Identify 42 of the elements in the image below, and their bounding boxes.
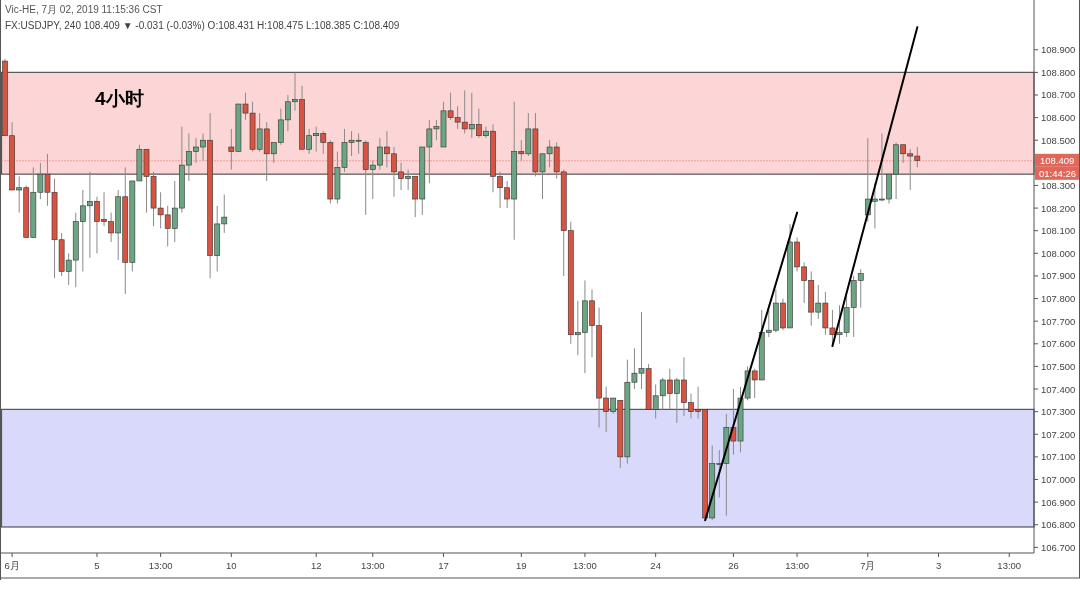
y-tick-label: 108.300 <box>1041 179 1076 191</box>
y-tick-label: 106.900 <box>1041 496 1076 508</box>
y-tick-label: 107.400 <box>1041 383 1076 395</box>
x-tick-label: 13:00 <box>148 560 173 571</box>
y-tick-label: 108.700 <box>1041 89 1076 101</box>
x-tick-label: 17 <box>438 560 449 571</box>
y-tick-label: 108.900 <box>1041 44 1076 56</box>
x-tick-label: 24 <box>650 560 661 571</box>
annotation: FX:USDJPY, 240 108.409 ▼ -0.031 (-0.03%) O:108.431 H:108.475 L:108.385 C:108.409 <box>5 20 400 31</box>
y-tick-label: 108.000 <box>1041 247 1076 259</box>
y-tick-label: 107.500 <box>1041 360 1076 372</box>
x-tick-label: 6月 <box>4 560 20 571</box>
x-tick-label: 3 <box>935 560 942 571</box>
y-tick-label: 107.600 <box>1041 338 1076 350</box>
y-tick-label: 108.200 <box>1041 202 1076 214</box>
y-tick-label: 107.000 <box>1041 473 1076 485</box>
annotation: Vic-HE, 7月 02, 2019 11:15:36 CST <box>5 4 163 15</box>
x-tick-label: 13:00 <box>573 560 597 571</box>
x-tick-label: 7月 <box>860 560 876 571</box>
text: 01:44:26 <box>1039 168 1076 180</box>
y-tick-label: 106.700 <box>1041 541 1076 553</box>
x-tick-label: 13:00 <box>360 560 385 571</box>
x-tick-label: 26 <box>728 560 739 571</box>
y-tick-label: 107.800 <box>1041 293 1076 305</box>
y-tick-label: 108.100 <box>1041 225 1076 237</box>
y-tick-label: 108.600 <box>1041 112 1076 124</box>
y-tick-label: 107.100 <box>1041 451 1076 463</box>
y-tick-label: 108.500 <box>1041 134 1076 146</box>
x-tick-label: 12 <box>310 560 322 571</box>
y-tick-label: 107.700 <box>1041 315 1076 327</box>
text: 4小时 <box>95 88 144 109</box>
y-tick-label: 108.800 <box>1041 66 1076 78</box>
x-tick-label: 19 <box>516 560 527 571</box>
x-tick-label: 5 <box>94 560 100 571</box>
y-tick-label: 107.300 <box>1041 406 1076 418</box>
y-tick-label: 106.800 <box>1041 519 1076 531</box>
x-tick-label: 13:00 <box>785 560 809 571</box>
x-tick-label: 13:00 <box>997 560 1022 571</box>
y-tick-label: 107.200 <box>1041 428 1076 440</box>
x-tick-label: 10 <box>226 560 237 571</box>
ref-line-label: 108.409 <box>1040 155 1075 167</box>
y-tick-label: 107.900 <box>1041 270 1076 282</box>
